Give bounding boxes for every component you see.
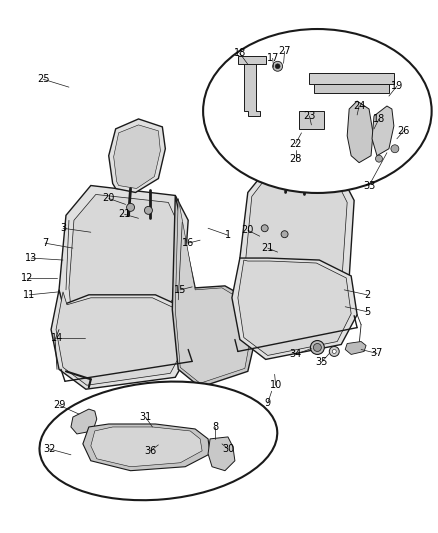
Polygon shape <box>372 106 394 156</box>
Polygon shape <box>238 260 351 356</box>
Polygon shape <box>345 342 366 354</box>
Text: 11: 11 <box>23 290 35 300</box>
Text: 8: 8 <box>212 422 218 432</box>
Circle shape <box>127 204 134 212</box>
Circle shape <box>311 341 324 354</box>
Text: 35: 35 <box>315 358 328 367</box>
Polygon shape <box>69 195 178 351</box>
Circle shape <box>145 206 152 214</box>
Text: 21: 21 <box>261 243 274 253</box>
Text: 34: 34 <box>290 350 302 359</box>
Polygon shape <box>238 56 266 64</box>
Circle shape <box>332 350 336 353</box>
Text: 19: 19 <box>391 81 403 91</box>
Text: 28: 28 <box>290 154 302 164</box>
Polygon shape <box>240 166 354 329</box>
Ellipse shape <box>39 382 277 500</box>
Polygon shape <box>51 290 192 389</box>
Polygon shape <box>172 196 255 387</box>
Text: 18: 18 <box>373 114 385 124</box>
Circle shape <box>329 346 339 357</box>
Text: 25: 25 <box>37 74 49 84</box>
Text: 2: 2 <box>364 290 370 300</box>
Polygon shape <box>272 106 318 168</box>
Text: 26: 26 <box>398 126 410 136</box>
Polygon shape <box>114 125 160 189</box>
Polygon shape <box>83 424 210 471</box>
Ellipse shape <box>203 29 431 193</box>
Polygon shape <box>59 185 188 359</box>
Polygon shape <box>208 437 235 471</box>
Polygon shape <box>246 171 347 324</box>
Text: 21: 21 <box>118 209 131 220</box>
Circle shape <box>273 61 283 71</box>
Text: 17: 17 <box>266 53 279 63</box>
Text: 20: 20 <box>242 225 254 235</box>
Text: 30: 30 <box>222 444 234 454</box>
Text: 18: 18 <box>234 49 246 58</box>
Text: 27: 27 <box>278 46 291 56</box>
Text: 15: 15 <box>174 285 187 295</box>
Polygon shape <box>56 292 185 385</box>
Polygon shape <box>314 84 389 93</box>
Polygon shape <box>244 61 260 116</box>
Text: 5: 5 <box>364 306 370 317</box>
Text: 3: 3 <box>60 223 66 233</box>
Text: 37: 37 <box>371 349 383 359</box>
Text: 20: 20 <box>102 193 115 204</box>
Text: 22: 22 <box>289 139 302 149</box>
Circle shape <box>261 225 268 232</box>
Polygon shape <box>268 101 321 171</box>
Text: 32: 32 <box>43 444 55 454</box>
Polygon shape <box>71 409 97 434</box>
Circle shape <box>314 343 321 351</box>
Polygon shape <box>309 73 394 84</box>
Polygon shape <box>232 258 357 359</box>
Text: 31: 31 <box>139 412 152 422</box>
Polygon shape <box>300 111 324 129</box>
Text: 14: 14 <box>51 333 63 343</box>
Text: 9: 9 <box>265 398 271 408</box>
Text: 36: 36 <box>144 446 156 456</box>
Polygon shape <box>175 198 250 383</box>
Text: 1: 1 <box>225 230 231 240</box>
Polygon shape <box>347 101 373 163</box>
Text: 16: 16 <box>182 238 194 248</box>
Text: 10: 10 <box>269 380 282 390</box>
Text: 33: 33 <box>363 181 375 190</box>
Text: 24: 24 <box>353 101 365 111</box>
Circle shape <box>281 231 288 238</box>
Text: 7: 7 <box>42 238 48 248</box>
Text: 29: 29 <box>53 400 65 410</box>
Polygon shape <box>91 427 202 467</box>
Text: 23: 23 <box>303 111 316 121</box>
Text: 12: 12 <box>21 273 33 283</box>
Text: 13: 13 <box>25 253 37 263</box>
Polygon shape <box>109 119 165 192</box>
Circle shape <box>275 64 280 69</box>
Circle shape <box>375 155 382 162</box>
Circle shape <box>391 145 399 153</box>
